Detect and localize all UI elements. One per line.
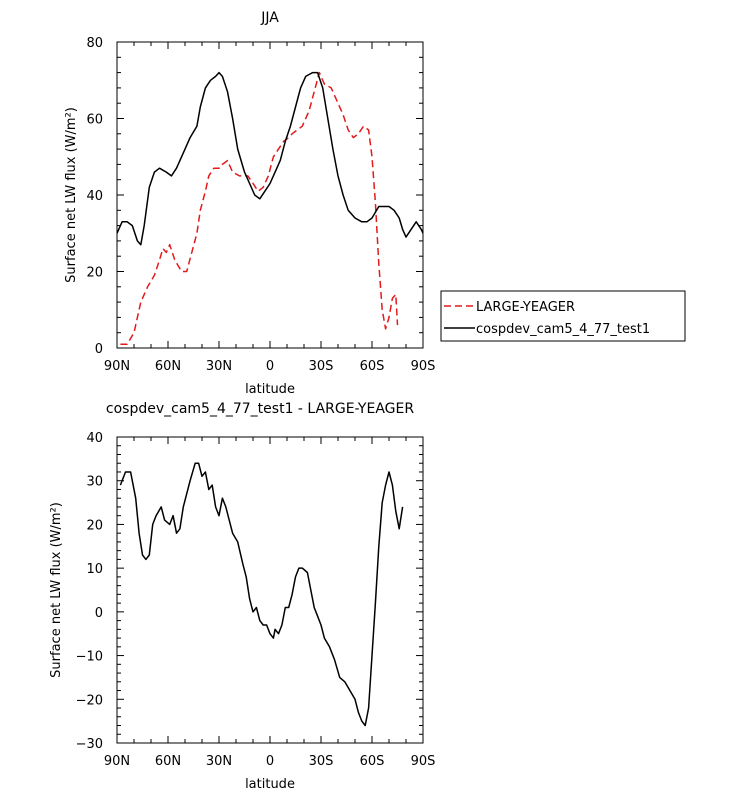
y-axis-label: Surface net LW flux (W/m²) [64, 107, 79, 283]
plot-frame [116, 41, 424, 349]
legend-label: LARGE-YEAGER [476, 300, 575, 315]
x-tick-label: 60S [360, 359, 385, 374]
plot-frame [116, 436, 424, 744]
bottom-panel: 90N 60N 30N 0 30S 60S 90S −30 −20 −10 0 10 20 30 40cos… [49, 401, 435, 792]
x-tick-label: 30S [309, 754, 334, 769]
y-tick-label: 10 [86, 562, 103, 577]
x-tick-label: 60S [360, 754, 385, 769]
y-tick-label: 30 [86, 475, 103, 490]
y-tick-label: 20 [86, 518, 103, 533]
series-line-1 [120, 71, 399, 345]
y-axis-label: Surface net LW flux (W/m²) [49, 502, 64, 678]
x-tick-label: 30S [309, 359, 334, 374]
series-line-2 [117, 71, 423, 246]
series-line-1 [119, 462, 404, 727]
x-tick-label: 0 [266, 359, 274, 374]
top-panel: 90N 60N 30N 0 30S 60S 90S 0 20 40 60 80 JJA latitude S… [64, 10, 686, 397]
x-tick-label: 90S [411, 754, 436, 769]
chart-title: cospdev_cam5_4_77_test1 - LARGE-YEAGER [106, 401, 414, 417]
y-tick-label: −30 [76, 737, 103, 752]
y-tick-label: 0 [95, 606, 103, 621]
y-tick-label: 60 [86, 113, 103, 128]
y-tick-label: −20 [76, 693, 103, 708]
y-tick-label: 40 [86, 189, 103, 204]
x-tick-label: 90N [104, 359, 130, 374]
x-tick-label: 90N [104, 754, 130, 769]
y-tick-label: 40 [86, 431, 103, 446]
y-tick-label: −10 [76, 650, 103, 665]
x-tick-label: 60N [155, 359, 181, 374]
y-tick-label: 80 [86, 36, 103, 51]
legend-label: cospdev_cam5_4_77_test1 [476, 322, 650, 337]
x-axis-label: latitude [245, 382, 295, 397]
x-tick-label: 30N [206, 754, 232, 769]
x-tick-label: 30N [206, 359, 232, 374]
x-tick-label: 90S [411, 359, 436, 374]
chart-title: JJA [260, 10, 279, 26]
x-tick-label: 60N [155, 754, 181, 769]
x-axis-label: latitude [245, 777, 295, 792]
y-tick-label: 20 [86, 266, 103, 281]
x-tick-label: 0 [266, 754, 274, 769]
y-tick-label: 0 [95, 342, 103, 357]
legend-box [440, 290, 686, 342]
